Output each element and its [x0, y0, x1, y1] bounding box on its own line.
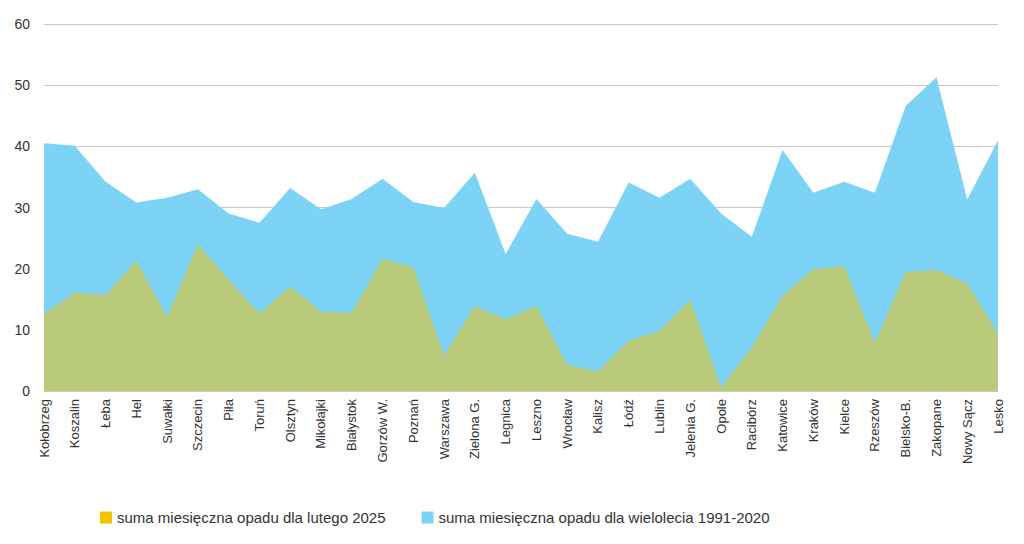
- svg-text:Kielce: Kielce: [837, 399, 852, 434]
- svg-text:Łódź: Łódź: [621, 399, 636, 427]
- svg-text:60: 60: [14, 16, 30, 32]
- svg-text:Zielona G.: Zielona G.: [467, 399, 482, 459]
- svg-text:Suwałki: Suwałki: [160, 399, 175, 444]
- svg-text:Nowy Sącz: Nowy Sącz: [960, 399, 975, 464]
- svg-text:Legnica: Legnica: [498, 398, 513, 444]
- svg-text:Jelenia G.: Jelenia G.: [683, 399, 698, 458]
- svg-text:0: 0: [22, 383, 30, 399]
- svg-text:Gorzów W.: Gorzów W.: [375, 399, 390, 463]
- svg-text:Toruń: Toruń: [252, 399, 267, 432]
- svg-text:50: 50: [14, 77, 30, 93]
- svg-text:Lublin: Lublin: [652, 399, 667, 434]
- svg-text:Warszawa: Warszawa: [437, 398, 452, 459]
- svg-text:Koszalin: Koszalin: [67, 399, 82, 448]
- svg-text:Lesko: Lesko: [991, 399, 1006, 434]
- svg-text:Białystok: Białystok: [344, 399, 359, 452]
- svg-text:40: 40: [14, 138, 30, 154]
- svg-text:30: 30: [14, 200, 30, 216]
- svg-text:20: 20: [14, 261, 30, 277]
- svg-text:Wrocław: Wrocław: [560, 398, 575, 448]
- svg-text:Kołobrzeg: Kołobrzeg: [37, 399, 52, 458]
- svg-text:Szczecin: Szczecin: [190, 399, 205, 451]
- svg-text:Piła: Piła: [221, 398, 236, 420]
- svg-text:Opole: Opole: [714, 399, 729, 434]
- svg-text:suma miesięczna opadu dla lute: suma miesięczna opadu dla lutego 2025: [117, 509, 386, 526]
- svg-text:Zakopane: Zakopane: [929, 399, 944, 457]
- svg-text:Kraków: Kraków: [806, 398, 821, 442]
- svg-text:Bielsko-B.: Bielsko-B.: [898, 399, 913, 458]
- svg-text:Leszno: Leszno: [529, 399, 544, 441]
- svg-text:Katowice: Katowice: [775, 399, 790, 452]
- svg-text:Mikołajki: Mikołajki: [313, 399, 328, 449]
- svg-text:Rzeszów: Rzeszów: [867, 398, 882, 451]
- svg-text:Hel: Hel: [129, 399, 144, 419]
- svg-text:Łeba: Łeba: [98, 398, 113, 428]
- svg-text:Kalisz: Kalisz: [590, 399, 605, 434]
- svg-text:Racibórz: Racibórz: [744, 399, 759, 450]
- svg-text:suma miesięczna opadu dla wiel: suma miesięczna opadu dla wielolecia 199…: [439, 509, 770, 526]
- svg-text:10: 10: [14, 322, 30, 338]
- svg-text:Olsztyn: Olsztyn: [283, 399, 298, 442]
- svg-text:Poznań: Poznań: [406, 399, 421, 443]
